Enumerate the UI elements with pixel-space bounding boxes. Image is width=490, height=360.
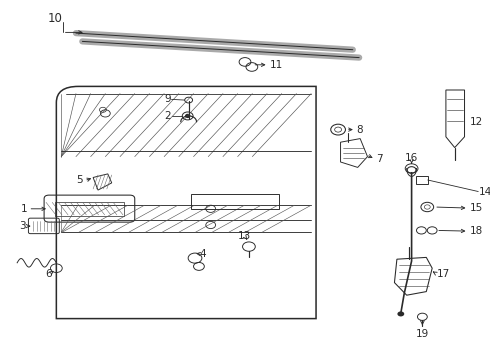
Text: 4: 4 <box>200 249 207 259</box>
Text: 7: 7 <box>376 154 383 164</box>
Text: 17: 17 <box>437 269 450 279</box>
Text: 8: 8 <box>357 125 364 135</box>
Text: 15: 15 <box>469 203 483 213</box>
Text: 19: 19 <box>416 329 429 339</box>
Circle shape <box>397 311 404 316</box>
Text: 12: 12 <box>469 117 483 127</box>
Text: 5: 5 <box>76 175 83 185</box>
Text: 2: 2 <box>164 111 171 121</box>
Text: 9: 9 <box>164 94 171 104</box>
Text: 10: 10 <box>48 12 63 25</box>
Text: 13: 13 <box>237 231 251 241</box>
Text: 3: 3 <box>19 221 25 231</box>
Text: 14: 14 <box>479 186 490 197</box>
Text: 1: 1 <box>20 204 27 214</box>
Text: 16: 16 <box>405 153 418 163</box>
Text: 6: 6 <box>46 269 52 279</box>
Text: 11: 11 <box>270 60 283 70</box>
Circle shape <box>186 114 190 117</box>
Text: 18: 18 <box>469 226 483 236</box>
